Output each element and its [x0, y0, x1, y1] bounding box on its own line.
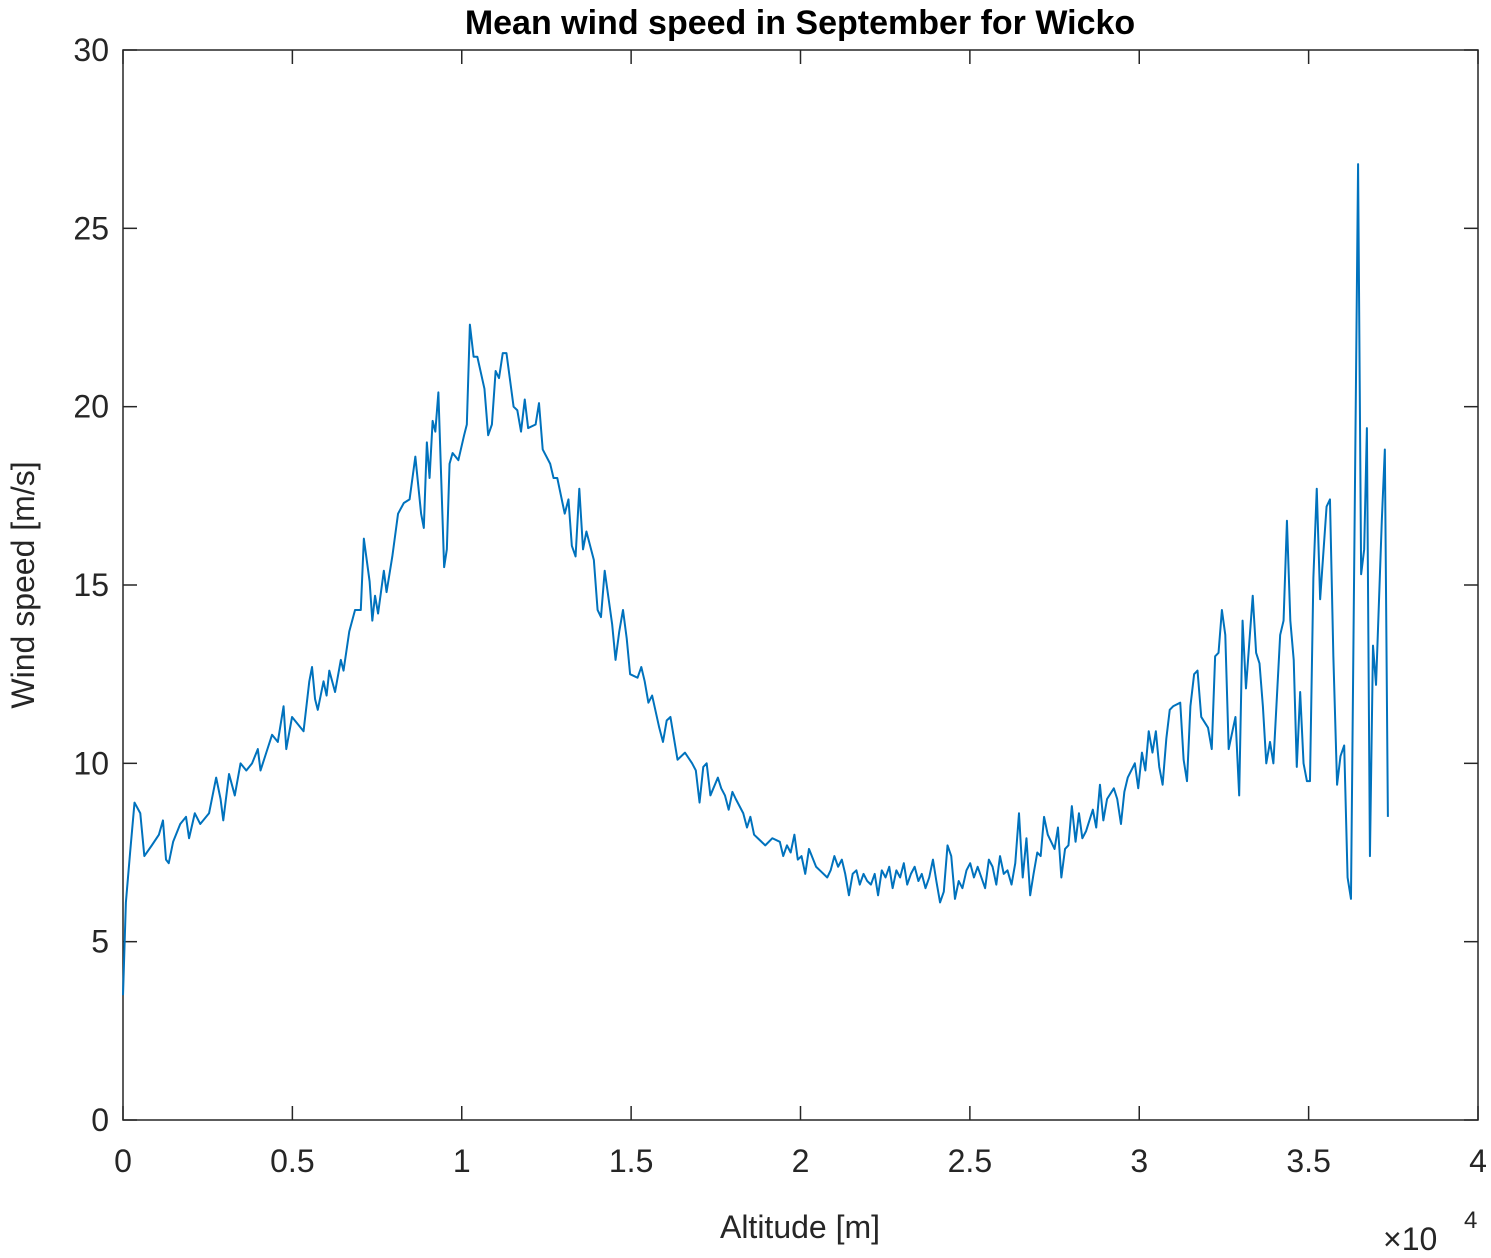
- y-tick-label: 5: [91, 924, 109, 960]
- x-multiplier-exponent: 4: [1464, 1207, 1477, 1234]
- plot-frame: [122, 49, 1479, 1121]
- x-tick-label: 4: [1469, 1143, 1487, 1179]
- y-tick-label: 25: [73, 210, 109, 246]
- x-tick-label: 1: [453, 1143, 471, 1179]
- x-tick-label: 1.5: [609, 1143, 653, 1179]
- y-axis-label: Wind speed [m/s]: [5, 461, 41, 708]
- y-tick-label: 0: [91, 1102, 109, 1138]
- x-axis-label: Altitude [m]: [720, 1209, 880, 1245]
- x-tick-label: 0.5: [270, 1143, 314, 1179]
- x-multiplier: ×10: [1383, 1221, 1437, 1253]
- x-tick-label: 2: [792, 1143, 810, 1179]
- x-tick-label: 3: [1130, 1143, 1148, 1179]
- chart-title: Mean wind speed in September for Wicko: [465, 4, 1135, 42]
- x-tick-label: 0: [114, 1143, 132, 1179]
- y-tick-label: 15: [73, 567, 109, 603]
- y-tick-label: 20: [73, 389, 109, 425]
- y-tick-label: 30: [73, 32, 109, 68]
- y-tick-label: 10: [73, 745, 109, 781]
- data-line: [122, 163, 1389, 996]
- x-tick-label: 2.5: [948, 1143, 992, 1179]
- x-tick-label: 3.5: [1286, 1143, 1330, 1179]
